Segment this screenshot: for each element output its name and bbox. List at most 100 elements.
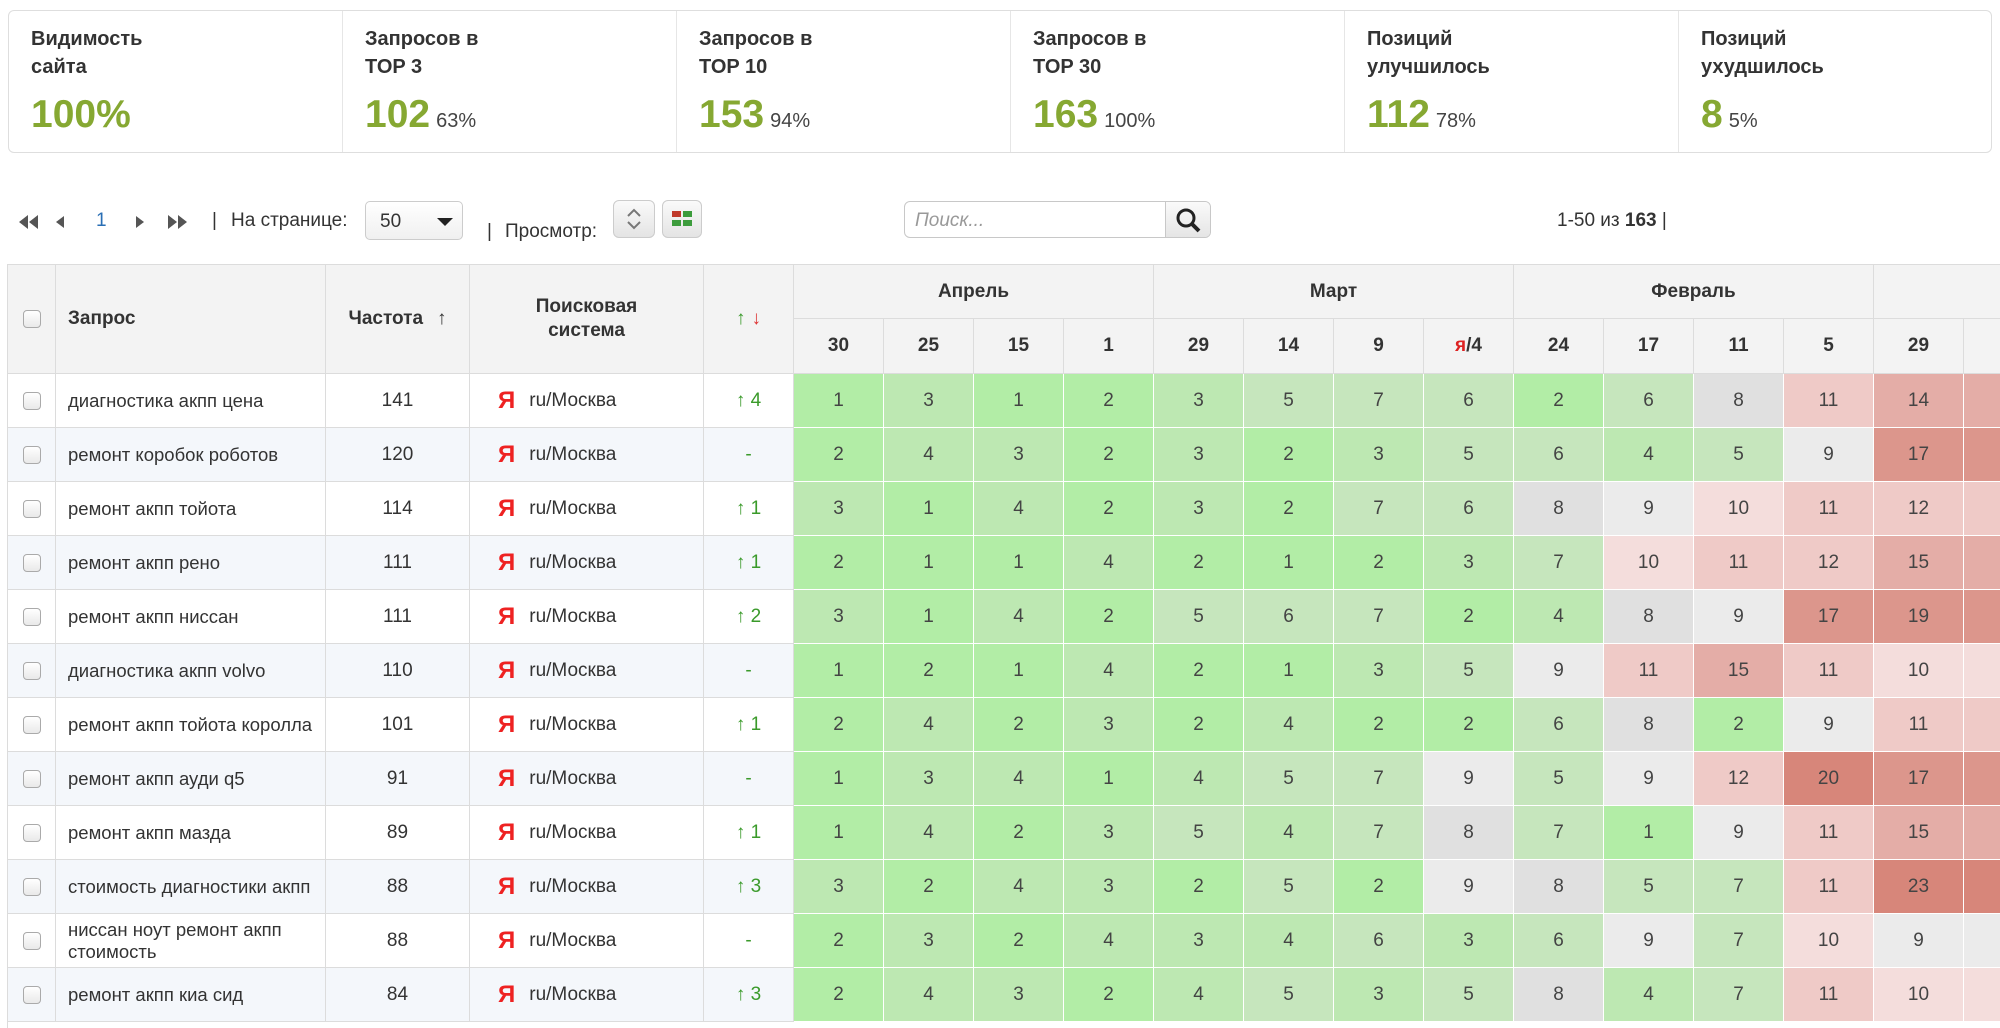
position-cell: 3 — [884, 374, 974, 428]
position-cell: 3 — [1424, 914, 1514, 968]
position-cell: 3 — [1154, 428, 1244, 482]
search-button[interactable] — [1165, 202, 1210, 237]
trend: ↑ 3 — [704, 968, 794, 1022]
engine-region: ru/Москва — [529, 767, 617, 789]
checkbox[interactable] — [22, 661, 41, 680]
stat-percent: 78% — [1435, 110, 1476, 132]
frequency: 88 — [326, 860, 470, 914]
position-cell: 3 — [1424, 536, 1514, 590]
yandex-icon: Я — [498, 710, 516, 738]
position-cell: 6 — [1334, 914, 1424, 968]
position-cell-partial — [1964, 590, 2000, 644]
frequency: 111 — [326, 590, 470, 644]
position-cell: 2 — [1064, 968, 1154, 1022]
view-toggle-button[interactable] — [613, 200, 655, 238]
per-page-select[interactable]: 50 — [365, 201, 463, 240]
position-cell: 7 — [1514, 536, 1604, 590]
checkbox-cell — [8, 914, 56, 968]
checkbox[interactable] — [22, 553, 41, 572]
position-cell: 1 — [1244, 536, 1334, 590]
position-cell: 4 — [1244, 914, 1334, 968]
view-label: Просмотр: — [505, 221, 598, 242]
position-cell: 2 — [794, 914, 884, 968]
update-marker: я — [1455, 335, 1467, 356]
checkbox[interactable] — [22, 823, 41, 842]
stat-label: Запросов в TOP 3 — [365, 25, 478, 81]
trend: ↑ 1 — [704, 536, 794, 590]
trend: ↑ 1 — [704, 482, 794, 536]
position-cell: 19 — [1874, 590, 1964, 644]
checkbox[interactable] — [22, 985, 41, 1004]
position-cell: 2 — [1064, 374, 1154, 428]
position-cell: 2 — [1154, 860, 1244, 914]
engine-region: ru/Москва — [529, 389, 617, 411]
search-box[interactable]: Поиск... — [904, 201, 1211, 238]
position-cell: 5 — [1424, 644, 1514, 698]
position-cell: 5 — [1244, 968, 1334, 1022]
trend: - — [704, 914, 794, 968]
pager-arrows[interactable] — [134, 212, 194, 232]
checkbox[interactable] — [22, 445, 41, 464]
stat-label: Запросов в TOP 10 — [699, 25, 812, 81]
position-cell: 9 — [1604, 752, 1694, 806]
checkbox[interactable] — [22, 715, 41, 734]
frequency: 111 — [326, 536, 470, 590]
checkbox-cell — [8, 752, 56, 806]
position-cell: 8 — [1514, 968, 1604, 1022]
date-day: 29 — [1187, 335, 1210, 356]
position-cell: 6 — [1514, 698, 1604, 752]
query: стоимость диагностики акпп — [56, 860, 326, 914]
month-header: Март — [1154, 265, 1514, 319]
checkbox[interactable] — [22, 877, 41, 896]
frequency: 84 — [326, 968, 470, 1022]
stat-card: Видимость сайта 100% — [9, 11, 343, 152]
pager-arrows[interactable] — [16, 212, 136, 232]
position-cell: 2 — [794, 698, 884, 752]
position-cell: 10 — [1874, 644, 1964, 698]
checkbox[interactable] — [22, 310, 41, 328]
date-header: 14 — [1244, 319, 1334, 374]
stat-label: Запросов в TOP 30 — [1033, 25, 1146, 81]
separator: | — [1661, 210, 1667, 231]
stat-label: Позиций ухудшилось — [1701, 25, 1824, 81]
checkbox[interactable] — [22, 391, 41, 410]
engine-region: ru/Москва — [529, 929, 617, 951]
position-cell: 6 — [1424, 374, 1514, 428]
engine-region: ru/Москва — [529, 551, 617, 573]
yandex-icon: Я — [498, 494, 516, 522]
trend: ↑ 2 — [704, 590, 794, 644]
position-cell: 1 — [794, 806, 884, 860]
engine-region: ru/Москва — [529, 659, 617, 681]
yandex-icon: Я — [498, 926, 516, 954]
stat-label-line: улучшилось — [1367, 56, 1490, 78]
stat-value: 163 — [1033, 93, 1099, 136]
stat-label-line: Видимость — [31, 28, 143, 50]
checkbox[interactable] — [22, 499, 41, 518]
position-cell-partial — [1964, 860, 2000, 914]
yandex-icon: Я — [498, 548, 516, 576]
checkbox[interactable] — [22, 931, 41, 950]
query: ремонт акпп ниссан — [56, 590, 326, 644]
date-day: 1 — [1103, 335, 1114, 356]
position-cell: 8 — [1604, 590, 1694, 644]
trend: ↑ 4 — [704, 374, 794, 428]
checkbox[interactable] — [22, 769, 41, 788]
position-cell: 2 — [1424, 590, 1514, 644]
date-header: 29 — [1874, 319, 1964, 374]
yandex-icon: Я — [498, 980, 516, 1008]
stat-card: Запросов в TOP 10 153 94% — [677, 11, 1011, 152]
position-cell: 11 — [1604, 644, 1694, 698]
position-cell: 9 — [1604, 482, 1694, 536]
page-number[interactable]: 1 — [96, 210, 107, 231]
date-header: 5 — [1784, 319, 1874, 374]
stat-value-row: 163 100% — [1033, 93, 1155, 137]
position-cell: 5 — [1244, 752, 1334, 806]
stat-label-line: Запросов в — [365, 28, 479, 50]
heatmap-view-button[interactable] — [662, 200, 702, 238]
frequency: 88 — [326, 914, 470, 968]
position-cell: 2 — [1424, 698, 1514, 752]
checkbox[interactable] — [22, 607, 41, 626]
position-cell: 11 — [1784, 644, 1874, 698]
